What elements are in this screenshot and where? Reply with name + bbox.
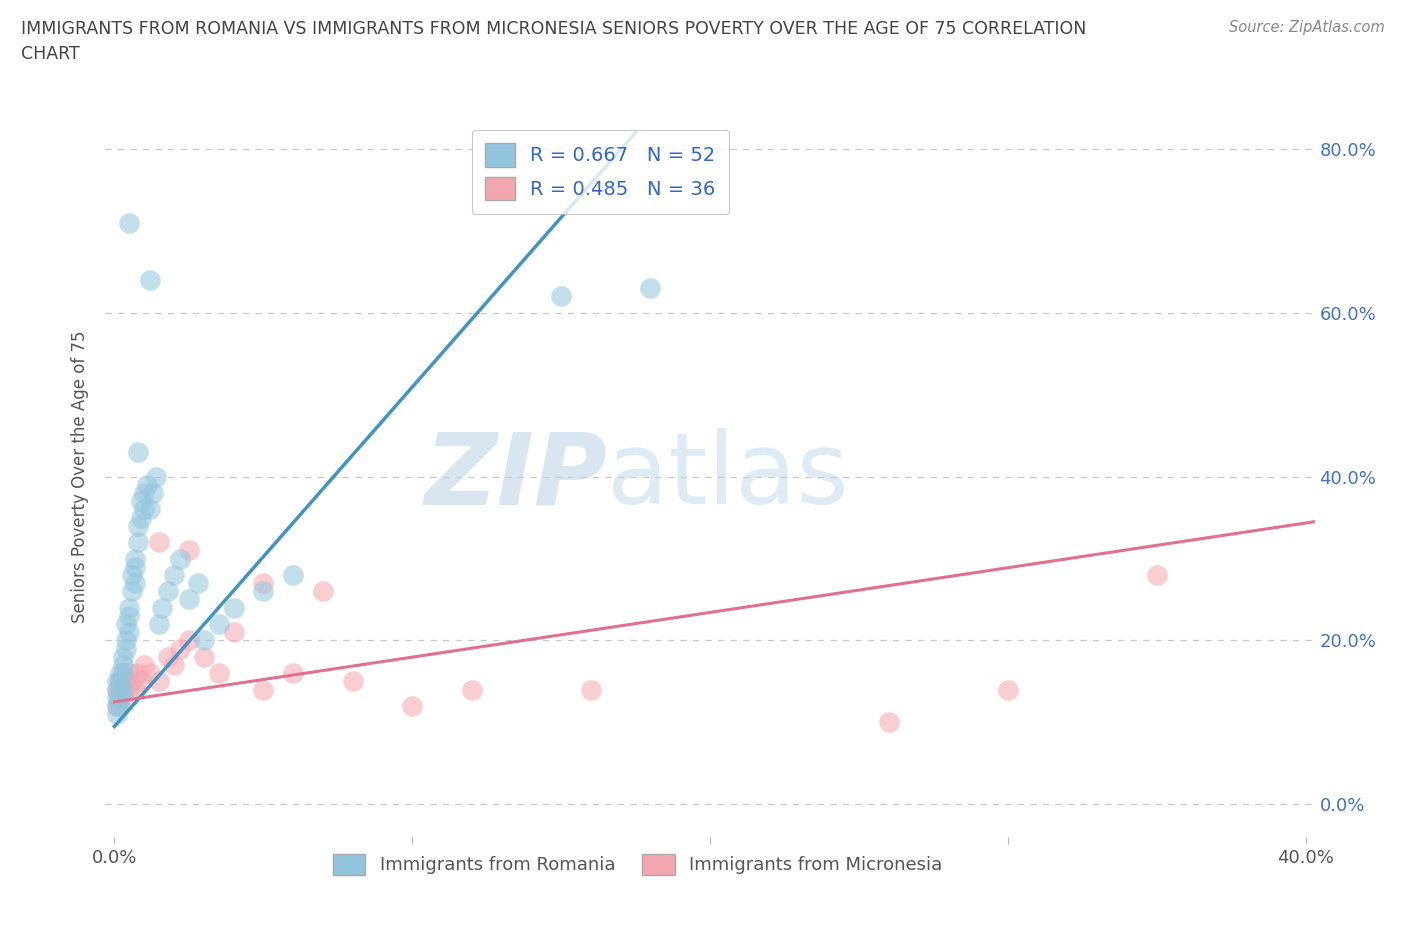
Point [579, 682, 602, 697]
Point [177, 633, 200, 648]
Point [115, 674, 138, 689]
Text: IMMIGRANTS FROM ROMANIA VS IMMIGRANTS FROM MICRONESIA SENIORS POVERTY OVER THE A: IMMIGRANTS FROM ROMANIA VS IMMIGRANTS FR… [21, 20, 1087, 38]
Point [110, 698, 132, 713]
Point [124, 682, 146, 697]
Point [118, 682, 141, 697]
Point [193, 649, 215, 664]
Point [127, 666, 149, 681]
Point [121, 584, 143, 599]
Text: Source: ZipAtlas.com: Source: ZipAtlas.com [1229, 20, 1385, 35]
Point [640, 281, 662, 296]
Text: CHART: CHART [21, 45, 80, 62]
Point [115, 617, 138, 631]
Point [112, 682, 135, 697]
Point [115, 641, 138, 656]
Point [105, 698, 128, 713]
Point [112, 649, 135, 664]
Point [112, 666, 135, 681]
Point [105, 682, 128, 697]
Text: ZIP: ZIP [425, 428, 607, 525]
Point [112, 658, 135, 672]
Point [252, 584, 274, 599]
Point [118, 608, 141, 623]
Point [121, 674, 143, 689]
Point [156, 649, 179, 664]
Point [121, 567, 143, 582]
Point [105, 674, 128, 689]
Point [110, 690, 132, 705]
Point [222, 625, 245, 640]
Point [148, 674, 170, 689]
Y-axis label: Seniors Poverty Over the Age of 75: Seniors Poverty Over the Age of 75 [72, 330, 90, 623]
Point [312, 584, 335, 599]
Point [112, 690, 135, 705]
Point [110, 690, 132, 705]
Point [139, 666, 162, 681]
Point [110, 666, 132, 681]
Point [281, 666, 304, 681]
Point [177, 592, 200, 607]
Point [139, 502, 162, 517]
Point [118, 666, 141, 681]
Point [193, 633, 215, 648]
Point [118, 600, 141, 615]
Legend: Immigrants from Romania, Immigrants from Micronesia: Immigrants from Romania, Immigrants from… [325, 846, 949, 882]
Point [150, 600, 173, 615]
Point [148, 617, 170, 631]
Point [134, 502, 156, 517]
Point [207, 666, 229, 681]
Point [550, 289, 572, 304]
Point [110, 674, 132, 689]
Point [281, 567, 304, 582]
Point [118, 625, 141, 640]
Point [105, 690, 128, 705]
Point [127, 535, 149, 550]
Point [877, 715, 900, 730]
Point [142, 485, 165, 500]
Point [401, 698, 423, 713]
Point [127, 518, 149, 533]
Point [105, 698, 128, 713]
Point [252, 576, 274, 591]
Point [1146, 567, 1168, 582]
Point [134, 658, 156, 672]
Text: atlas: atlas [607, 428, 849, 525]
Point [461, 682, 484, 697]
Point [222, 600, 245, 615]
Point [129, 674, 152, 689]
Point [187, 576, 209, 591]
Point [139, 272, 162, 287]
Point [177, 543, 200, 558]
Point [124, 551, 146, 566]
Point [118, 215, 141, 230]
Point [124, 559, 146, 574]
Point [163, 658, 186, 672]
Point [169, 641, 191, 656]
Point [127, 445, 149, 459]
Point [124, 576, 146, 591]
Point [105, 682, 128, 697]
Point [110, 674, 132, 689]
Point [129, 511, 152, 525]
Point [252, 682, 274, 697]
Point [115, 633, 138, 648]
Point [129, 494, 152, 509]
Point [134, 485, 156, 500]
Point [110, 682, 132, 697]
Point [342, 674, 364, 689]
Point [169, 551, 191, 566]
Point [156, 584, 179, 599]
Point [997, 682, 1019, 697]
Point [148, 535, 170, 550]
Point [105, 707, 128, 722]
Point [112, 682, 135, 697]
Point [163, 567, 186, 582]
Point [207, 617, 229, 631]
Point [136, 477, 159, 492]
Point [145, 469, 167, 484]
